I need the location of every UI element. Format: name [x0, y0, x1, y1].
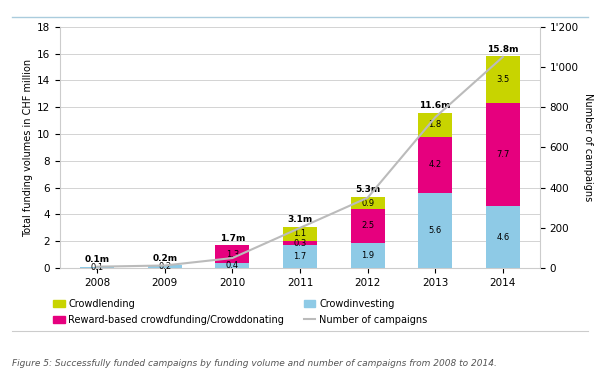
Bar: [486, 206, 520, 268]
Text: 4.2: 4.2: [428, 160, 442, 169]
Text: 1.7: 1.7: [293, 252, 307, 261]
Bar: [351, 209, 385, 243]
Text: 1.8: 1.8: [428, 120, 442, 129]
Bar: [148, 265, 182, 268]
Text: 0.2m: 0.2m: [152, 254, 178, 263]
Bar: [418, 193, 452, 268]
Text: 4.6: 4.6: [496, 233, 509, 242]
Text: 0.4: 0.4: [226, 261, 239, 270]
Text: 7.7: 7.7: [496, 151, 509, 159]
Text: 1.1: 1.1: [293, 229, 307, 238]
Bar: [418, 137, 452, 193]
Text: 5.3m: 5.3m: [355, 185, 380, 194]
Y-axis label: Total funding volumes in CHF million: Total funding volumes in CHF million: [23, 58, 33, 237]
Legend: Crowdlending, Reward-based crowdfunding/Crowddonating, Crowdinvesting, Number of: Crowdlending, Reward-based crowdfunding/…: [53, 299, 428, 324]
Bar: [486, 103, 520, 206]
Bar: [351, 243, 385, 268]
Bar: [283, 226, 317, 241]
Bar: [215, 245, 249, 263]
Text: 1.3: 1.3: [226, 250, 239, 259]
Text: 5.6: 5.6: [428, 226, 442, 235]
Text: 0.1m: 0.1m: [85, 255, 110, 264]
Text: 11.6m: 11.6m: [419, 101, 451, 110]
Text: 3.5: 3.5: [496, 75, 509, 84]
Text: 15.8m: 15.8m: [487, 45, 518, 54]
Text: 2.5: 2.5: [361, 221, 374, 230]
Text: 1.9: 1.9: [361, 251, 374, 260]
Text: 0.3: 0.3: [293, 239, 307, 248]
Text: 0.2: 0.2: [158, 262, 172, 271]
Bar: [418, 113, 452, 137]
Bar: [486, 56, 520, 103]
Bar: [351, 197, 385, 209]
Bar: [215, 263, 249, 268]
Text: 1.7m: 1.7m: [220, 234, 245, 243]
Text: 3.1m: 3.1m: [287, 215, 313, 224]
Bar: [283, 245, 317, 268]
Text: 0.1: 0.1: [91, 263, 104, 272]
Bar: [283, 241, 317, 245]
Text: Figure 5: Successfully funded campaigns by funding volume and number of campaign: Figure 5: Successfully funded campaigns …: [12, 359, 497, 368]
Y-axis label: Number of campaigns: Number of campaigns: [583, 93, 593, 201]
Text: 0.9: 0.9: [361, 199, 374, 208]
Bar: [80, 267, 114, 268]
